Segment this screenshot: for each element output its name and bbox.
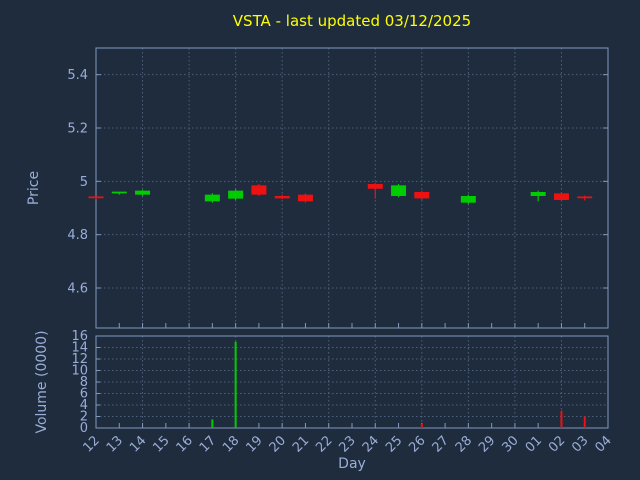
day-tick-label: 14 (127, 433, 149, 455)
x-axis-label: Day (338, 456, 366, 472)
day-tick-label: 28 (453, 433, 475, 455)
candle-body-13 (111, 191, 127, 194)
day-tick-label: 18 (220, 433, 242, 455)
volume-bar-18 (234, 341, 237, 428)
volume-tick-label: 14 (71, 341, 88, 356)
candle-body-19 (251, 185, 267, 195)
candle-body-01 (530, 192, 546, 196)
price-plot-border (95, 47, 609, 329)
candle-body-12 (88, 196, 104, 199)
day-tick-label: 24 (360, 433, 382, 455)
volume-tick-label: 8 (80, 375, 88, 390)
day-tick-label: 26 (406, 433, 428, 455)
day-tick-label: 16 (174, 433, 196, 455)
candle-body-20 (274, 196, 290, 199)
day-tick-label: 25 (383, 433, 405, 455)
candle-body-28 (460, 196, 476, 203)
candle-body-17 (204, 194, 220, 202)
day-tick-label: 19 (243, 433, 265, 455)
volume-tick-label: 6 (80, 387, 88, 402)
price-tick-label: 5 (80, 175, 88, 190)
volume-bar-17 (211, 419, 214, 428)
volume-tick-label: 10 (71, 364, 88, 379)
day-tick-label: 23 (337, 433, 359, 455)
volume-tick-label: 4 (80, 398, 88, 413)
day-tick-label: 27 (430, 433, 452, 455)
price-tick-label: 5.4 (67, 68, 88, 83)
day-tick-label: 29 (476, 433, 498, 455)
volume-tick-label: 0 (80, 421, 88, 436)
data-layer (88, 182, 593, 428)
day-tick-label: 17 (197, 433, 219, 455)
volume-bar-26 (420, 423, 423, 428)
axes-layer (95, 47, 609, 429)
candle-body-21 (297, 194, 313, 202)
price-tick-label: 4.6 (67, 282, 88, 297)
candle-body-24 (367, 184, 383, 189)
day-tick-label: 02 (546, 433, 568, 455)
price-axis-label: Price (26, 171, 42, 205)
volume-tick-label: 12 (71, 352, 88, 367)
chart-title: VSTA - last updated 03/12/2025 (233, 12, 471, 30)
day-tick-label: 15 (150, 433, 172, 455)
candle-body-02 (553, 193, 569, 200)
grid-layer (96, 48, 608, 428)
volume-bar-03 (583, 416, 586, 428)
day-tick-label: 21 (290, 433, 312, 455)
volume-tick-label: 16 (71, 329, 88, 344)
day-tick-label: 13 (104, 433, 126, 455)
volume-tick-label: 2 (80, 410, 88, 425)
candle-body-26 (414, 192, 430, 199)
candle-body-03 (577, 196, 593, 199)
day-tick-label: 20 (267, 433, 289, 455)
volume-plot-border (95, 335, 609, 429)
volume-axis-label: Volume (0000) (34, 330, 50, 433)
day-tick-label: 01 (523, 433, 545, 455)
price-tick-label: 5.2 (67, 122, 88, 137)
candle-body-14 (135, 190, 151, 195)
day-tick-label: 22 (313, 433, 335, 455)
day-tick-label: 30 (499, 433, 521, 455)
day-tick-label: 12 (81, 433, 103, 455)
day-tick-label: 03 (569, 433, 591, 455)
candle-body-25 (391, 185, 407, 196)
day-tick-label: 04 (593, 433, 615, 455)
price-tick-label: 4.8 (67, 228, 88, 243)
volume-bar-02 (560, 410, 563, 428)
candle-body-18 (228, 190, 244, 199)
